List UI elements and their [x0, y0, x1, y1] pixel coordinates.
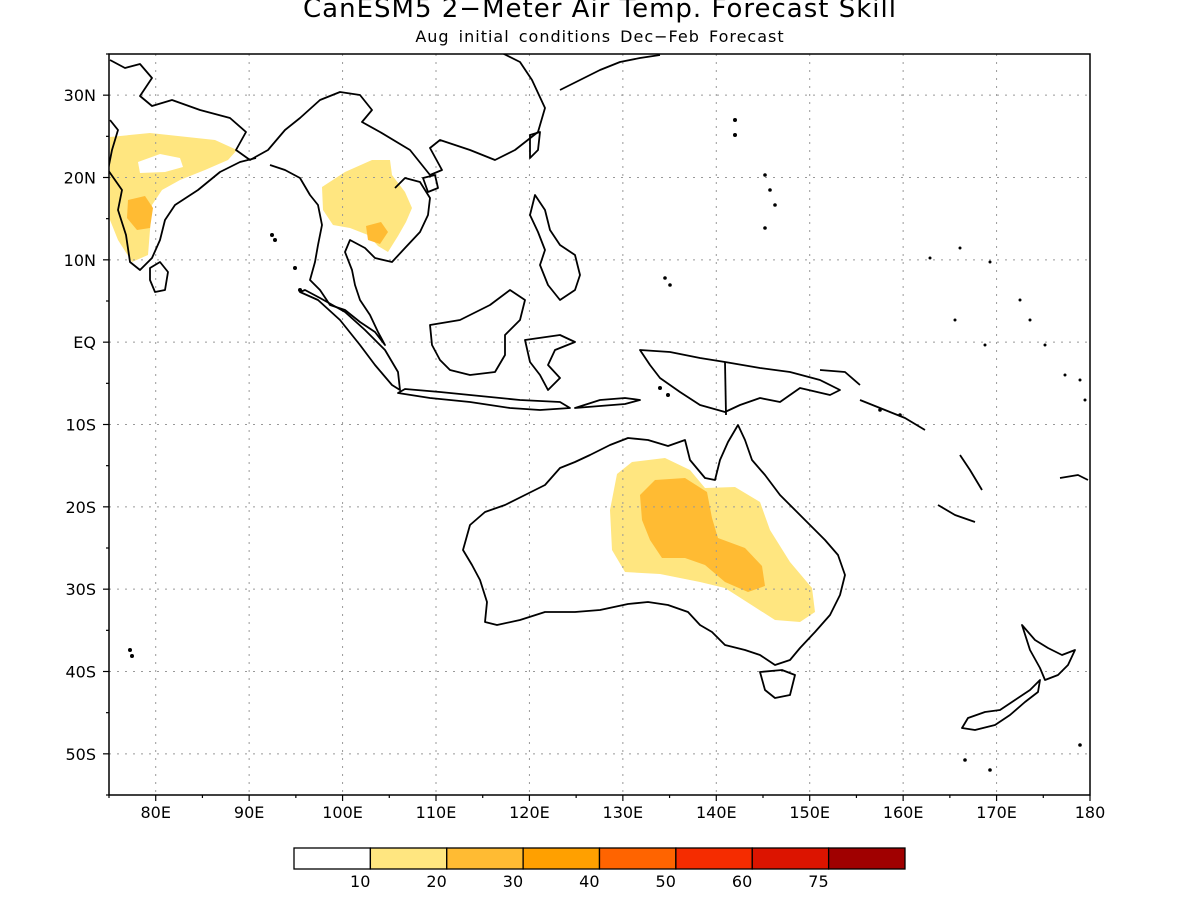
coastline-vanuatu: [959, 454, 983, 491]
colorbar-label: 20: [426, 872, 446, 891]
coastline-sumatra: [299, 289, 401, 391]
coastline-sulawesi: [524, 334, 576, 391]
y-tick-label: 30S: [65, 580, 96, 599]
colorbar-swatch: [522, 847, 601, 870]
x-tick-labels: 80E 90E 100E 110E 120E 130E 140E 150E 160E 170E 18…: [140, 803, 1105, 822]
coastlines: [109, 54, 1089, 731]
skill-region-indochina-10-20: [322, 160, 412, 252]
coastline-tasmania: [759, 669, 796, 699]
colorbar-swatch: [827, 847, 906, 870]
map-subtitle: Aug initial conditions Dec−Feb Forecast: [415, 27, 785, 46]
x-tick-label: 90E: [234, 803, 264, 822]
colorbar-swatch: [446, 847, 524, 870]
x-tick-label: 170E: [976, 803, 1017, 822]
small-islands: [128, 118, 1087, 772]
coastline-fiji: [1059, 474, 1089, 481]
y-tick-label: 50S: [65, 745, 96, 764]
x-tick-label: 130E: [603, 803, 644, 822]
y-tick-label: 10S: [65, 416, 96, 435]
x-tick-label: 150E: [789, 803, 830, 822]
y-tick-label: 40S: [65, 663, 96, 682]
coastline-myanmar-thailand: [269, 164, 431, 346]
x-tick-label: 80E: [140, 803, 170, 822]
x-tick-label: 110E: [416, 803, 457, 822]
coastline-lesser-sunda: [574, 397, 641, 409]
colorbar-label: 50: [656, 872, 676, 891]
y-tick-label: 20N: [64, 169, 96, 188]
y-tick-label: 20S: [65, 498, 96, 517]
colorbar-swatch: [293, 847, 372, 870]
colorbar: [293, 847, 906, 870]
x-tick-label: 160E: [883, 803, 924, 822]
y-tick-label: 30N: [64, 86, 96, 105]
axis-ticks: [103, 53, 1091, 801]
colorbar-swatch: [751, 847, 830, 870]
colorbar-swatch: [598, 847, 677, 870]
coastline-philippines: [529, 194, 581, 301]
border-papua: [724, 361, 727, 416]
x-tick-label: 140E: [696, 803, 737, 822]
colorbar-label: 60: [732, 872, 752, 891]
coastline-nz-north-island: [1021, 624, 1076, 681]
coastline-australia: [462, 424, 846, 666]
y-tick-label: 10N: [64, 251, 96, 270]
coastline-solomon-islands: [859, 399, 926, 431]
skill-region-india-white: [138, 154, 183, 173]
coastline-hainan: [422, 174, 439, 193]
x-tick-label: 120E: [509, 803, 550, 822]
coastline-japan: [559, 54, 661, 91]
coastline-asia-mainland: [109, 54, 546, 176]
coastline-new-britain: [819, 369, 861, 386]
coastline-new-caledonia: [937, 504, 976, 523]
colorbar-label: 40: [579, 872, 599, 891]
colorbar-swatch: [369, 847, 448, 870]
x-tick-label: 180: [1075, 803, 1106, 822]
skill-shading: [110, 133, 815, 622]
colorbar-swatch: [675, 847, 753, 870]
map-title: CanESM5 2−Meter Air Temp. Forecast Skill: [303, 0, 897, 24]
colorbar-labels: 10 20 30 40 50 60 75: [350, 872, 829, 891]
coastline-taiwan: [529, 131, 541, 159]
map-gridlines: [109, 54, 1090, 795]
coastline-java: [397, 388, 571, 411]
skill-region-australia-20-30: [640, 478, 765, 592]
coastline-nz-south-island: [961, 679, 1041, 731]
skill-region-india-20-30: [127, 196, 153, 230]
map-plot-area: [109, 54, 1090, 795]
skill-region-india-10-20: [110, 133, 237, 262]
coastline-borneo: [429, 289, 526, 376]
colorbar-label: 30: [503, 872, 523, 891]
x-tick-label: 100E: [322, 803, 363, 822]
colorbar-label: 10: [350, 872, 370, 891]
coastline-sri-lanka: [149, 261, 169, 293]
y-tick-labels: 30N 20N 10N EQ 10S 20S 30S 40S 50S: [64, 86, 96, 764]
y-tick-label: EQ: [73, 333, 96, 352]
skill-region-cambodia-20-30: [366, 222, 388, 244]
colorbar-label: 75: [808, 872, 828, 891]
